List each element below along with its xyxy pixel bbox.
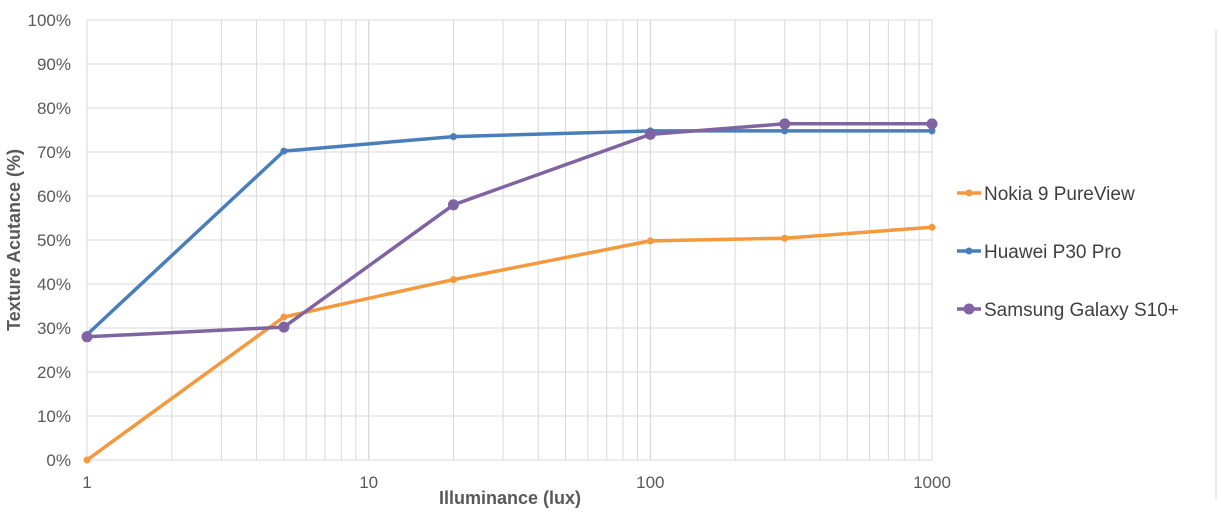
legend-item: Huawei P30 Pro — [957, 242, 1121, 263]
data-point — [928, 127, 936, 135]
y-tick-label: 100% — [28, 11, 71, 30]
series-line-2 — [85, 129, 934, 337]
legend-label: Nokia 9 PureView — [984, 184, 1135, 205]
data-point — [449, 133, 457, 141]
data-point — [280, 313, 288, 321]
series-lines — [81, 118, 938, 464]
y-tick-label: 90% — [37, 55, 71, 74]
data-point — [447, 199, 459, 211]
x-tick-label: 10 — [359, 473, 378, 492]
y-tick-label: 10% — [37, 407, 71, 426]
data-point — [928, 223, 936, 231]
data-point — [926, 118, 938, 130]
legend-item: Nokia 9 PureView — [957, 184, 1135, 205]
data-point — [781, 127, 789, 135]
y-tick-label: 0% — [46, 451, 71, 470]
x-tick-label: 1 — [82, 473, 91, 492]
data-point — [779, 118, 791, 130]
y-tick-label: 30% — [37, 319, 71, 338]
data-point — [646, 237, 654, 245]
data-point — [278, 321, 290, 333]
legend-swatch-marker — [965, 247, 973, 255]
legend-label: Samsung Galaxy S10+ — [984, 300, 1179, 321]
data-point — [83, 456, 91, 464]
legend-swatch-marker — [965, 189, 973, 197]
y-tick-label: 60% — [37, 187, 71, 206]
legend-label: Huawei P30 Pro — [984, 242, 1121, 263]
y-tick-label: 80% — [37, 99, 71, 118]
series-line-3 — [85, 122, 934, 339]
series-line-1 — [85, 225, 934, 462]
data-point — [81, 331, 93, 343]
data-point — [280, 147, 288, 155]
x-axis-title: Illuminance (lux) — [439, 488, 581, 508]
y-tick-label: 20% — [37, 363, 71, 382]
data-point — [644, 128, 656, 140]
y-tick-label: 70% — [37, 143, 71, 162]
tick-labels: 0% 10% 20% 30% 40% 50% 60% 70% 80% 90% 100% 1 10 100 1… — [28, 11, 951, 492]
x-tick-label: 1000 — [913, 473, 951, 492]
y-axis-title: Texture Acutance (%) — [4, 149, 24, 331]
legend-item: Samsung Galaxy S10+ — [957, 300, 1179, 321]
data-point — [449, 276, 457, 284]
data-point — [781, 234, 789, 242]
y-tick-label: 50% — [37, 231, 71, 250]
x-tick-label: 100 — [636, 473, 664, 492]
legend-swatch-marker — [963, 303, 975, 315]
gridlines — [86, 19, 1217, 500]
legend: Nokia 9 PureView Huawei P30 Pro Samsung Ga… — [957, 184, 1179, 321]
y-tick-label: 40% — [37, 275, 71, 294]
